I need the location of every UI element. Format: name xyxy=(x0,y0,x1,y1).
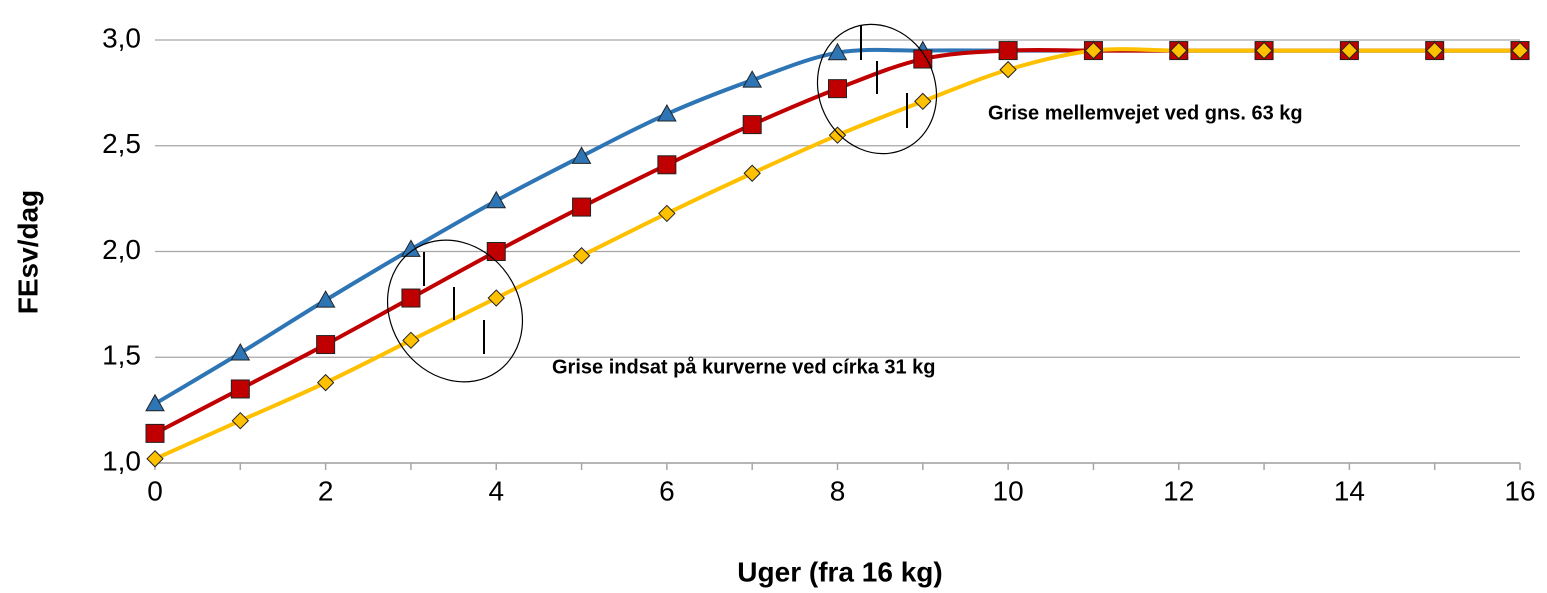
marker xyxy=(401,288,421,308)
marker xyxy=(1084,41,1103,60)
marker xyxy=(914,92,932,111)
y-tick-label: 1,5 xyxy=(102,340,141,371)
marker xyxy=(486,242,506,261)
marker xyxy=(828,126,847,144)
y-tick-label: 3,0 xyxy=(102,22,141,53)
marker xyxy=(1511,41,1529,60)
callouts xyxy=(386,23,938,383)
marker xyxy=(657,104,677,122)
marker xyxy=(486,190,507,209)
marker xyxy=(913,49,933,69)
grid: 1,0 1,5 2,0 2,5 3,0 0 2 4 6 8 10 12 14 16 xyxy=(102,22,1536,506)
marker xyxy=(1340,41,1359,60)
marker xyxy=(571,146,592,164)
x-tick-label: 8 xyxy=(830,475,846,506)
marker xyxy=(401,239,421,257)
x-tick-label: 12 xyxy=(1163,475,1194,506)
marker xyxy=(316,335,336,355)
marker xyxy=(743,164,761,182)
x-tick-label: 16 xyxy=(1504,475,1535,506)
callout-ellipse xyxy=(386,239,524,383)
annotation: Grise mellemvejet ved gns. 63 kg xyxy=(988,102,1303,124)
x-tick-label: 0 xyxy=(147,475,163,506)
marker xyxy=(742,70,763,88)
series-markers xyxy=(145,40,1530,468)
series-line xyxy=(153,47,1520,406)
marker xyxy=(230,343,251,361)
callout-ellipse xyxy=(816,23,938,155)
marker xyxy=(572,197,592,217)
x-tick-label: 14 xyxy=(1334,475,1365,506)
marker xyxy=(1170,41,1188,60)
series-line xyxy=(154,47,1520,461)
marker xyxy=(231,411,250,430)
marker xyxy=(658,204,676,223)
y-tick-label: 2,0 xyxy=(102,234,141,265)
x-axis-title: Uger (fra 16 kg) xyxy=(737,556,942,587)
marker xyxy=(657,155,677,175)
marker xyxy=(145,423,165,443)
y-axis-title: FEsv/dag xyxy=(12,190,43,314)
x-tick-label: 2 xyxy=(318,475,334,506)
marker xyxy=(230,379,250,399)
marker xyxy=(827,42,848,61)
marker xyxy=(146,450,164,468)
marker xyxy=(742,115,762,135)
marker xyxy=(998,41,1018,61)
y-tick-label: 2,5 xyxy=(102,128,141,159)
x-tick-label: 6 xyxy=(659,475,675,506)
marker xyxy=(316,373,335,392)
marker xyxy=(999,60,1017,79)
series-lines xyxy=(153,47,1520,461)
marker xyxy=(402,331,420,350)
marker xyxy=(1255,41,1273,60)
marker xyxy=(145,393,165,412)
marker xyxy=(1425,41,1444,60)
x-tick-label: 4 xyxy=(488,475,504,506)
annotation: Grise indsat på kurverne ved círka 31 kg xyxy=(552,355,936,378)
marker xyxy=(828,79,847,99)
x-tick-label: 10 xyxy=(993,475,1024,506)
y-tick-label: 1,0 xyxy=(102,445,141,476)
marker xyxy=(572,247,591,265)
marker xyxy=(487,289,505,307)
marker xyxy=(315,290,336,308)
